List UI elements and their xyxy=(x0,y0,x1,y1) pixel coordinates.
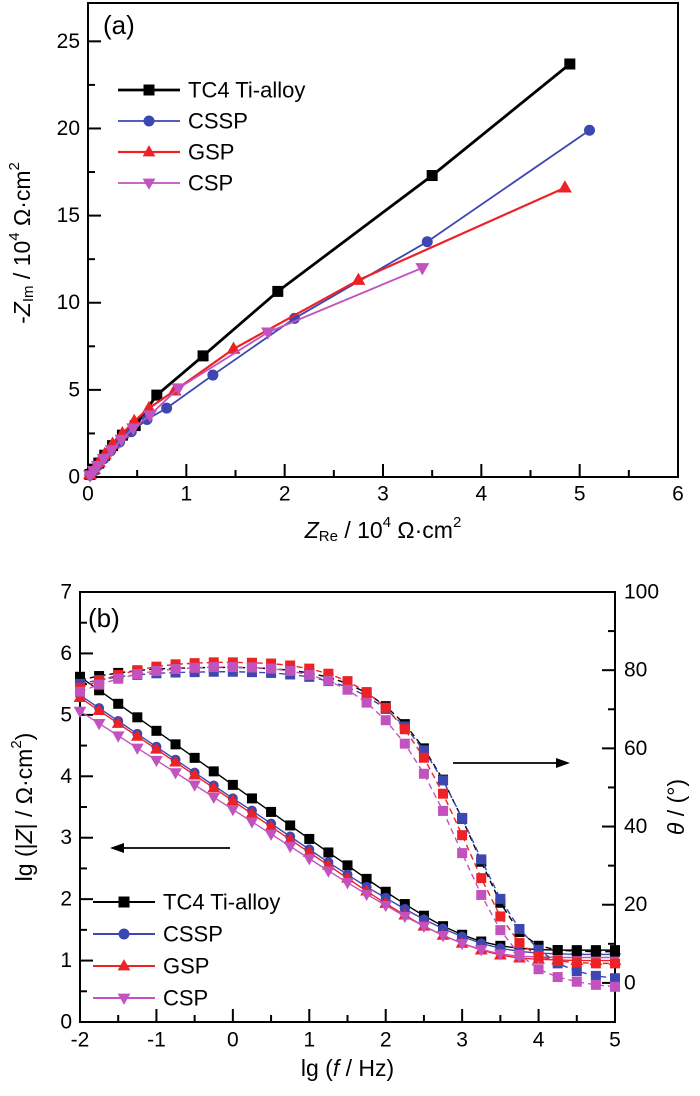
legend-a-label: TC4 Ti-alloy xyxy=(188,78,305,103)
series-b-theta-cssp xyxy=(75,666,620,984)
x-tick-label: 4 xyxy=(533,1029,545,1052)
y-tick-label: 25 xyxy=(57,30,80,53)
legend-a-item-tc4-ti-alloy: TC4 Ti-alloy xyxy=(118,78,305,103)
y-right-tick-label: 100 xyxy=(624,581,659,604)
x-tick-label: 2 xyxy=(279,483,291,506)
legend-b-item-gsp: GSP xyxy=(93,954,209,979)
x-tick-label: 0 xyxy=(82,483,94,506)
y-tick-label: 0 xyxy=(68,466,80,489)
y-left-tick-label: 0 xyxy=(60,1011,72,1034)
y-tick-label: 10 xyxy=(57,291,80,314)
y-axis-right-label-b: θ / (°) xyxy=(663,779,689,835)
y-left-tick-label: 7 xyxy=(60,581,72,604)
legend-b-label: CSP xyxy=(163,986,208,1011)
y-left-tick-label: 6 xyxy=(60,642,72,665)
x-tick-label: -2 xyxy=(71,1029,90,1052)
x-tick-label: 2 xyxy=(380,1029,392,1052)
legend-a-item-csp: CSP xyxy=(118,171,233,196)
y-right-tick-label: 0 xyxy=(624,971,636,994)
left-axis-arrow xyxy=(110,843,230,853)
series-b-lgZ-csp xyxy=(73,706,622,965)
y-tick-label: 20 xyxy=(57,117,80,140)
series-a-gsp xyxy=(83,180,572,480)
legend-a-label: CSSP xyxy=(188,109,248,134)
series-b-theta-csp xyxy=(75,662,620,992)
legend-b-item-csp: CSP xyxy=(93,986,208,1011)
x-tick-label: 6 xyxy=(672,483,684,506)
y-right-tick-label: 40 xyxy=(624,815,647,838)
legend-b-label: TC4 Ti-alloy xyxy=(163,890,280,915)
y-left-tick-label: 3 xyxy=(60,826,72,849)
panel-label-a: (a) xyxy=(103,10,135,40)
legend-b-item-tc4-ti-alloy: TC4 Ti-alloy xyxy=(93,890,280,915)
legend-b-item-cssp: CSSP xyxy=(93,922,223,947)
x-tick-label: 3 xyxy=(456,1029,468,1052)
y-axis-label-a: -ZIm / 104 Ω·cm2 xyxy=(6,162,37,324)
y-left-tick-label: 2 xyxy=(60,888,72,911)
x-axis-label-a: ZRe / 104 Ω·cm2 xyxy=(304,514,462,545)
series-a-csp xyxy=(83,263,430,483)
y-left-tick-label: 5 xyxy=(60,703,72,726)
legend-a-label: CSP xyxy=(188,171,233,196)
right-axis-arrow xyxy=(453,758,570,768)
plot-frame xyxy=(87,2,679,478)
x-tick-label: -1 xyxy=(147,1029,166,1052)
bode-plot-b: -2 -1 0 1 2 3 4 5 0 1 2 3 4 5 6 7 0 20 40 60 80 100 lg (f / Hz… xyxy=(8,581,690,1082)
x-tick-label: 5 xyxy=(609,1029,621,1052)
y-tick-label: 15 xyxy=(57,204,80,227)
legend-a-item-gsp: GSP xyxy=(118,140,234,165)
x-tick-label: 4 xyxy=(475,483,487,506)
series-b-theta-tc4-ti-alloy xyxy=(75,662,620,957)
x-tick-label: 5 xyxy=(574,483,586,506)
y-left-tick-label: 1 xyxy=(60,949,72,972)
y-tick-label: 5 xyxy=(68,378,80,401)
y-right-tick-label: 80 xyxy=(624,659,647,682)
x-tick-label: 1 xyxy=(303,1029,315,1052)
x-tick-label: 3 xyxy=(377,483,389,506)
y-axis-left-label-b: lg (|Z| / Ω·cm2) xyxy=(8,733,38,882)
series-b-theta-gsp xyxy=(75,657,620,969)
legend-a-label: GSP xyxy=(188,140,234,165)
panel-label-b: (b) xyxy=(88,603,120,633)
x-tick-label: 1 xyxy=(180,483,192,506)
legend-a-item-cssp: CSSP xyxy=(118,109,248,134)
y-right-tick-label: 20 xyxy=(624,893,647,916)
legend-b-label: GSP xyxy=(163,954,209,979)
x-tick-label: 0 xyxy=(227,1029,239,1052)
x-axis-label-b: lg (f / Hz) xyxy=(301,1055,394,1081)
series-b-lgZ-tc4-ti-alloy xyxy=(75,671,620,956)
legend-b-label: CSSP xyxy=(163,922,223,947)
nyquist-plot-a: 0 1 2 3 4 5 6 0 5 10 15 20 25 ZRe / 104 Ω·cm2 -ZIm / 1… xyxy=(6,2,684,545)
y-right-tick-label: 60 xyxy=(624,737,647,760)
y-left-tick-label: 4 xyxy=(60,765,72,788)
